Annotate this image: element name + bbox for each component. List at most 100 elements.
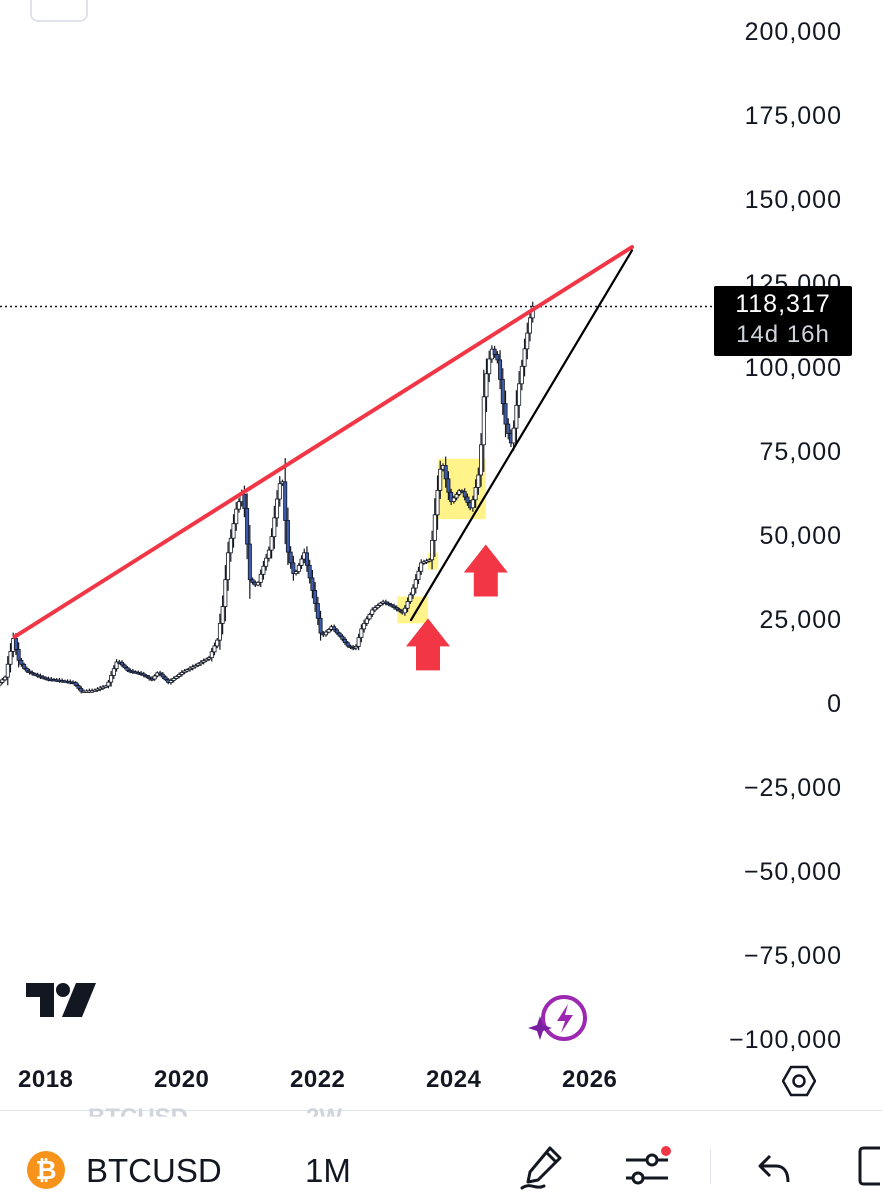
candle-body <box>528 317 533 334</box>
candle <box>506 418 511 440</box>
candle-body <box>391 605 396 608</box>
candle-body <box>487 358 492 375</box>
top-toolbar-button[interactable] <box>30 0 88 22</box>
candle-body <box>299 558 304 566</box>
candle-body <box>359 628 364 639</box>
candle-body <box>294 571 299 575</box>
candle-body <box>383 601 388 604</box>
candle-body <box>334 629 339 634</box>
candle-body <box>73 682 78 686</box>
tradingview-logo-icon[interactable] <box>26 983 96 1019</box>
bitcoin-icon[interactable]: ₿ <box>27 1151 65 1189</box>
candle-body <box>258 573 263 583</box>
candle-body <box>24 667 29 672</box>
candle <box>187 666 192 672</box>
candle <box>487 350 492 382</box>
candle-body <box>226 552 231 581</box>
price-axis-label: 75,000 <box>759 438 842 466</box>
symbol-selector[interactable]: BTCUSD <box>86 1152 222 1189</box>
candle <box>323 630 328 637</box>
candle <box>111 665 116 680</box>
candle-body <box>367 614 372 620</box>
candle <box>408 592 413 604</box>
candle-body <box>378 602 383 606</box>
candle-body <box>332 626 337 631</box>
candle-body <box>337 632 342 637</box>
candle-body <box>394 607 399 610</box>
candle <box>125 666 130 673</box>
candle <box>231 514 236 548</box>
candle-body <box>307 564 312 579</box>
hexagon-gear-icon[interactable] <box>782 1064 816 1098</box>
candle <box>152 674 157 681</box>
candle <box>30 670 35 676</box>
candle-body <box>402 607 407 614</box>
candle <box>177 672 182 679</box>
candle <box>103 684 108 689</box>
candle <box>185 668 190 673</box>
candle-body <box>372 607 377 611</box>
candle <box>443 456 448 488</box>
candle <box>114 659 119 672</box>
price-axis-label: 200,000 <box>744 18 842 46</box>
candle-body <box>190 666 195 669</box>
candle-body <box>236 501 241 510</box>
candle-body <box>454 493 459 499</box>
last-price: 118,317 <box>735 290 831 318</box>
candle <box>24 666 29 673</box>
candle <box>313 582 318 612</box>
candle <box>209 647 214 662</box>
candle <box>435 475 440 530</box>
candle-body <box>411 587 416 596</box>
sparkle-lightning-icon[interactable] <box>528 994 592 1046</box>
candle <box>315 596 320 626</box>
candle <box>193 663 198 669</box>
candle-body <box>465 496 470 503</box>
candle <box>451 495 456 504</box>
candle-body <box>5 663 10 678</box>
candle <box>19 657 24 667</box>
candle <box>449 488 454 506</box>
candle <box>389 602 394 608</box>
candle-body <box>432 514 437 541</box>
pen-icon[interactable] <box>520 1144 566 1190</box>
candle <box>332 624 337 633</box>
price-axis-label: −75,000 <box>743 942 842 970</box>
candle-body <box>484 373 489 398</box>
candle-body <box>160 673 165 678</box>
undo-icon[interactable] <box>756 1152 792 1184</box>
candle <box>215 637 220 649</box>
candle-body <box>323 631 328 636</box>
interval-selector[interactable]: 1M <box>305 1152 351 1189</box>
candle <box>106 679 111 689</box>
sliders-icon[interactable] <box>622 1144 676 1190</box>
candle-body <box>0 682 2 686</box>
candle <box>364 616 369 627</box>
candle-body <box>125 667 130 671</box>
candle <box>212 642 217 656</box>
candle-body <box>231 523 236 539</box>
candle <box>465 493 470 506</box>
candle-body <box>413 579 418 589</box>
support-trendline <box>409 249 634 622</box>
candle-body <box>264 557 269 567</box>
candle <box>383 599 388 606</box>
candle-body <box>495 354 500 361</box>
candle <box>345 640 350 648</box>
candle <box>397 607 402 613</box>
candle-body <box>498 359 503 380</box>
candle-body <box>356 637 361 647</box>
up-arrow-0 <box>406 618 450 671</box>
candle-body <box>435 489 440 516</box>
candle <box>147 674 152 681</box>
candle-body <box>427 559 432 562</box>
candle <box>234 502 239 531</box>
candle <box>171 676 176 683</box>
candle <box>307 559 312 584</box>
fullscreen-icon[interactable] <box>858 1146 882 1186</box>
price-chart[interactable] <box>0 0 882 1060</box>
ghost-interval: 2W <box>306 1104 342 1131</box>
price-axis-label: −25,000 <box>743 774 842 802</box>
candle-body <box>204 658 209 662</box>
candle <box>326 628 331 634</box>
